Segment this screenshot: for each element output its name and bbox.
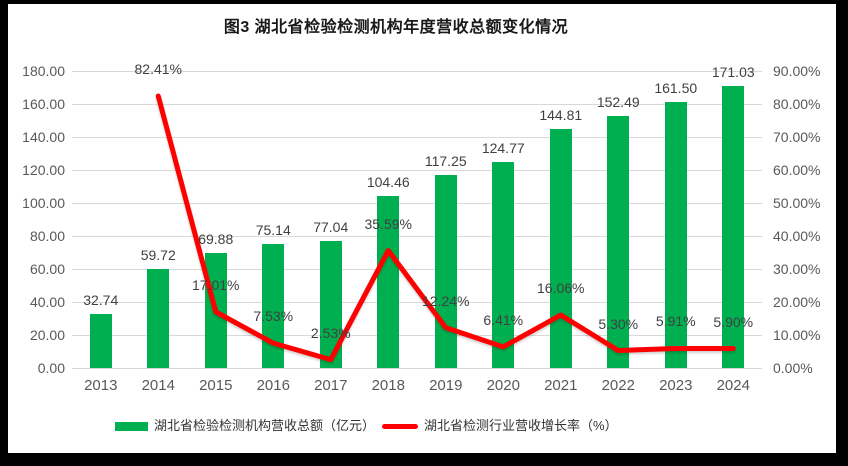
gridline — [72, 268, 762, 270]
right-axis-tick-label: 80.00% — [773, 96, 821, 112]
gridline — [72, 103, 762, 105]
bar-2023 — [664, 101, 687, 368]
bar-value-label: 32.74 — [83, 291, 119, 308]
bar-value-label: 104.46 — [366, 173, 410, 190]
left-axis-tick-label: 160.00 — [22, 96, 65, 112]
bar-value-label: 75.14 — [255, 222, 291, 239]
left-axis-tick-label: 0.00 — [37, 360, 65, 376]
bar-value-label: 69.88 — [198, 230, 234, 247]
bar-value-label: 171.03 — [711, 63, 755, 80]
right-axis-tick-label: 90.00% — [773, 63, 821, 79]
gridline — [72, 367, 762, 369]
x-axis-tick-label: 2016 — [256, 377, 290, 394]
legend-item-line-series: 湖北省检测行业营收增长率（%） — [382, 415, 618, 437]
bar-2013 — [89, 313, 112, 368]
left-axis-tick-label: 40.00 — [29, 294, 65, 310]
line-value-label: 17.01% — [192, 276, 240, 293]
right-axis-tick-label: 60.00% — [773, 162, 821, 178]
left-axis-tick-label: 140.00 — [22, 129, 65, 145]
growth-rate-line — [155, 93, 736, 363]
bar-value-label: 117.25 — [424, 152, 467, 169]
line-value-label: 82.41% — [134, 61, 182, 78]
bar-value-label: 161.50 — [654, 79, 698, 96]
bar-2024 — [722, 85, 745, 368]
right-axis-tick-label: 70.00% — [773, 129, 821, 145]
line-series-swatch-icon — [382, 423, 419, 429]
gridline — [72, 334, 762, 336]
chart-title: 图3 湖北省检验检测机构年度营收总额变化情况 — [223, 19, 569, 36]
gridline — [72, 235, 762, 237]
line-value-label: 5.91% — [655, 313, 696, 330]
bar-value-label: 152.49 — [596, 94, 640, 111]
legend-bar-series-label: 湖北省检验检测机构营收总额（亿元） — [154, 418, 376, 433]
x-axis-tick-label: 2021 — [544, 377, 578, 394]
bar-2018 — [377, 195, 400, 368]
bar-value-label: 124.77 — [481, 140, 525, 157]
line-value-label: 16.06% — [537, 280, 585, 296]
bar-2014 — [147, 269, 170, 368]
gridline — [72, 202, 762, 204]
bar-2022 — [607, 116, 630, 368]
x-axis-tick-label: 2013 — [84, 377, 118, 394]
bar-2021 — [549, 129, 572, 368]
legend-line-series-label: 湖北省检测行业营收增长率（%） — [424, 418, 618, 433]
x-axis-tick-label: 2014 — [141, 377, 175, 394]
left-axis-tick-label: 180.00 — [22, 63, 65, 79]
x-axis-tick-label: 2018 — [371, 377, 405, 394]
gridline — [72, 136, 762, 138]
line-value-label: 6.41% — [483, 311, 524, 328]
right-axis-tick-label: 10.00% — [773, 327, 821, 343]
left-axis-tick-label: 100.00 — [22, 195, 65, 211]
right-axis-tick-label: 20.00% — [773, 294, 821, 310]
right-axis-tick-label: 40.00% — [773, 228, 821, 244]
line-value-label: 7.53% — [253, 308, 294, 325]
bar-value-label: 144.81 — [539, 107, 583, 124]
bar-2017 — [319, 240, 342, 368]
legend-item-bar-series: 湖北省检验检测机构营收总额（亿元） — [115, 415, 375, 437]
growth-rate-polyline — [155, 93, 736, 363]
bar-value-label: 59.72 — [140, 247, 176, 264]
bar-2016 — [262, 244, 285, 368]
x-axis-tick-label: 2020 — [486, 377, 520, 394]
line-value-label: 2.53% — [310, 324, 351, 341]
line-value-label: 12.24% — [422, 292, 470, 309]
bar-series-swatch-icon — [115, 421, 148, 431]
gridline — [72, 70, 762, 72]
gridline — [72, 169, 762, 171]
left-axis-tick-label: 120.00 — [22, 162, 65, 178]
x-axis-tick-label: 2019 — [429, 377, 463, 394]
right-axis-tick-label: 0.00% — [773, 360, 813, 376]
bar-2020 — [492, 162, 515, 368]
legend: 湖北省检验检测机构营收总额（亿元） 湖北省检测行业营收增长率（%） — [115, 415, 618, 437]
line-value-label: 35.59% — [364, 215, 412, 232]
bar-value-label: 77.04 — [313, 218, 349, 235]
x-axis-tick-label: 2017 — [314, 377, 348, 394]
right-axis-tick-label: 30.00% — [773, 261, 821, 277]
left-axis-tick-label: 80.00 — [29, 228, 65, 244]
x-axis-tick-label: 2022 — [601, 377, 635, 394]
line-value-label: 5.30% — [598, 315, 639, 332]
chart-canvas: 图3 湖北省检验检测机构年度营收总额变化情况 0.00 0.00% 20.00 10.… — [8, 4, 836, 453]
right-axis-tick-label: 50.00% — [773, 195, 821, 211]
x-axis-tick-label: 2023 — [659, 377, 693, 394]
x-axis-tick-label: 2015 — [199, 377, 233, 394]
left-axis-tick-label: 20.00 — [29, 327, 65, 343]
line-value-label: 5.90% — [713, 313, 754, 330]
x-axis-tick-label: 2024 — [716, 377, 750, 394]
gridline — [72, 301, 762, 303]
left-axis-tick-label: 60.00 — [29, 261, 65, 277]
